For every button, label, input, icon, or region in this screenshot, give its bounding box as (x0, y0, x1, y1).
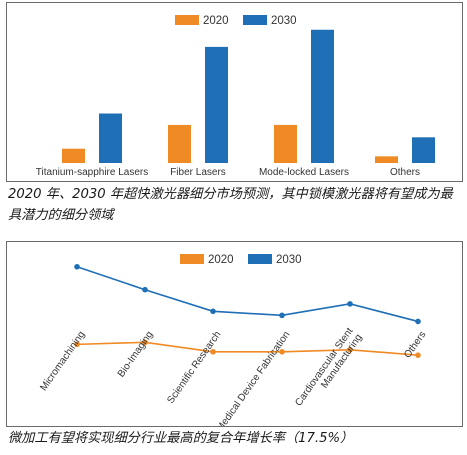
x-tick-label-titanium-sapphire-lasers: Titanium-sapphire Lasers (36, 167, 148, 178)
x-tick-label-fiber-lasers: Fiber Lasers (170, 167, 226, 178)
point-scientific-research-2030 (210, 308, 216, 315)
point-bio-imaging-2020 (142, 339, 148, 346)
bar-chart-caption: 2020 年、2030 年超快激光器细分市场预测，其中锁模激光器将有望成为最具潜… (8, 187, 453, 223)
point-cardiovascular-stent-manufacturing-2020 (347, 346, 353, 353)
x-tick-label-others: Others (390, 167, 420, 178)
line-chart-panel: 2020 2030 Micromachining Bio-Imaging Scienti… (6, 241, 463, 434)
legend-swatch-2030 (248, 254, 272, 264)
legend-swatch-2030 (243, 15, 267, 25)
bar-mode-locked-lasers-2020 (274, 124, 297, 163)
x-tick-label-bio-imaging: Bio-Imaging (116, 329, 156, 379)
bar-titanium-sapphire-lasers-2020 (62, 148, 85, 163)
point-medical-device-fabrication-2030 (279, 312, 285, 319)
x-tick-label-micromachining: Micromachining (38, 329, 87, 393)
point-cardiovascular-stent-manufacturing-2030 (347, 301, 353, 307)
line-series-2020 (76, 341, 419, 356)
bar-others-2030 (412, 137, 435, 163)
line-chart: 2020 2030 Micromachining Bio-Imaging Scienti… (38, 254, 428, 434)
bar-chart: 2020 2030 Titanium-sapphire Lasers Fiber La… (36, 15, 435, 178)
bar-others-2020 (375, 156, 398, 163)
legend-swatch-2020 (175, 15, 199, 25)
x-tick-label-medical-device-fabrication: Medical Device Fabrication (215, 329, 293, 426)
point-bio-imaging-2030 (142, 286, 148, 293)
x-tick-label-cardiovascular-stent-manufacturing: Cardiovascular StentManufacturing (293, 326, 364, 415)
point-others-2030 (415, 318, 421, 325)
legend-label-2030: 2030 (276, 254, 302, 266)
point-micromachining-2030 (74, 263, 80, 270)
bar-fiber-lasers-2030 (205, 46, 228, 163)
point-medical-device-fabrication-2020 (279, 349, 285, 355)
point-scientific-research-2020 (210, 349, 216, 355)
legend-label-2030: 2030 (271, 15, 297, 27)
legend-label-2020: 2020 (208, 254, 234, 266)
line-series-2030 (76, 265, 419, 323)
line-chart-caption: 微加工有望将实现细分行业最高的复合年增长率（17.5%） (8, 431, 354, 446)
point-others-2020 (415, 352, 421, 358)
x-tick-label-scientific-research: Scientific Research (165, 329, 223, 405)
bar-fiber-lasers-2020 (168, 124, 191, 163)
legend-label-2020: 2020 (203, 15, 229, 27)
point-micromachining-2020 (74, 341, 80, 348)
legend-swatch-2020 (180, 254, 204, 264)
bar-chart-panel: 2020 2030 Titanium-sapphire Lasers Fiber La… (6, 2, 463, 182)
bar-titanium-sapphire-lasers-2030 (99, 113, 122, 163)
bar-mode-locked-lasers-2030 (311, 29, 334, 163)
x-tick-label-mode-locked-lasers: Mode-locked Lasers (259, 167, 349, 178)
